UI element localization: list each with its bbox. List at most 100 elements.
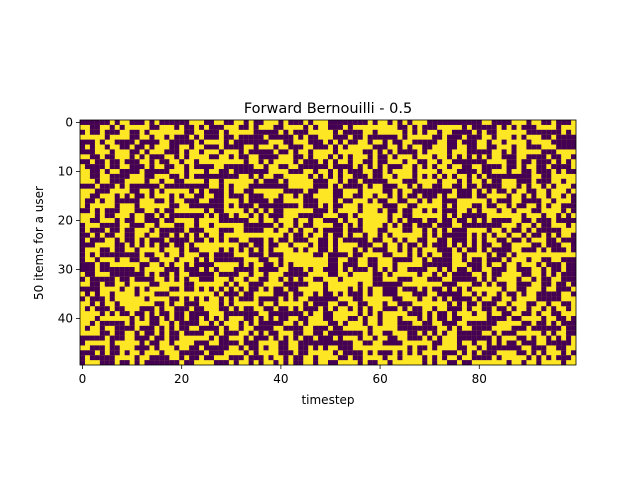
heatmap-cell [99, 222, 105, 228]
heatmap-cell [278, 276, 284, 282]
heatmap-cell [129, 134, 135, 140]
heatmap-cell [382, 139, 388, 145]
heatmap-cell [461, 252, 467, 258]
heatmap-cell [541, 227, 547, 233]
heatmap-cell [546, 193, 552, 199]
heatmap-cell [129, 213, 135, 219]
heatmap-cell [189, 330, 195, 336]
heatmap-cell [273, 296, 279, 302]
heatmap-cell [243, 306, 249, 312]
heatmap-cell [357, 286, 363, 292]
heatmap-cell [516, 183, 522, 189]
heatmap-cell [526, 271, 532, 277]
heatmap-cell [561, 360, 567, 366]
heatmap-cell [273, 183, 279, 189]
heatmap-cell [447, 164, 453, 170]
heatmap-cell [288, 350, 294, 356]
heatmap-cell [427, 276, 433, 282]
heatmap-cell [372, 237, 378, 243]
heatmap-cell [397, 124, 403, 130]
heatmap-cell [104, 360, 110, 366]
heatmap-cell [476, 335, 482, 341]
heatmap-cell [258, 227, 264, 233]
heatmap-cell [332, 232, 338, 238]
heatmap-cell [516, 227, 522, 233]
heatmap-cell [551, 267, 557, 272]
heatmap-cell [223, 257, 229, 263]
heatmap-cell [377, 149, 383, 155]
heatmap-cell [189, 355, 195, 361]
heatmap-cell [159, 330, 165, 336]
heatmap-cell [164, 291, 170, 297]
heatmap-cell [357, 335, 363, 341]
heatmap-cell [397, 149, 403, 155]
heatmap-cell [228, 218, 234, 223]
heatmap-cell [318, 301, 324, 307]
heatmap-cell [566, 335, 572, 341]
heatmap-cell [298, 271, 304, 277]
heatmap-cell [258, 139, 264, 145]
heatmap-cell [387, 306, 393, 312]
heatmap-cell [199, 330, 205, 336]
heatmap-cell [521, 164, 527, 170]
heatmap-cell [427, 218, 433, 223]
heatmap-cell [442, 237, 448, 243]
heatmap-cell [526, 257, 532, 263]
heatmap-cell [204, 134, 210, 140]
heatmap-cell [456, 218, 462, 223]
heatmap-cell [432, 286, 438, 292]
heatmap-cell [466, 129, 472, 135]
heatmap-cell [427, 188, 433, 194]
heatmap-cell [392, 296, 398, 302]
heatmap-cell [169, 335, 175, 341]
heatmap-cell [437, 311, 443, 317]
heatmap-cell [323, 316, 329, 321]
heatmap-cell [189, 227, 195, 233]
heatmap-cell [164, 218, 170, 223]
heatmap-cell [471, 213, 477, 219]
heatmap-cell [566, 203, 572, 209]
heatmap-cell [536, 154, 542, 160]
heatmap-cell [491, 232, 497, 238]
heatmap-cell [422, 164, 428, 170]
heatmap-cell [536, 159, 542, 165]
heatmap-cell [119, 169, 125, 174]
heatmap-cell [566, 144, 572, 150]
heatmap-cell [218, 306, 224, 312]
heatmap-cell [313, 124, 319, 130]
heatmap-cell [407, 203, 413, 209]
heatmap-cell [303, 316, 309, 321]
heatmap-cell [268, 213, 274, 219]
heatmap-cell [571, 134, 577, 140]
heatmap-cell [253, 355, 259, 361]
heatmap-cell [194, 262, 200, 268]
heatmap-cell [551, 330, 557, 336]
heatmap-cell [80, 340, 86, 346]
heatmap-cell [471, 134, 477, 140]
heatmap-cell [114, 350, 120, 356]
heatmap-cell [159, 237, 165, 243]
heatmap-cell [273, 129, 279, 135]
heatmap-cell [159, 350, 165, 356]
heatmap-cell [273, 311, 279, 317]
heatmap-cell [471, 232, 477, 238]
heatmap-cell [313, 188, 319, 194]
heatmap-cell [556, 325, 562, 331]
heatmap-cell [556, 311, 562, 317]
heatmap-cell [318, 325, 324, 331]
heatmap-cell [447, 149, 453, 155]
heatmap-cell [119, 325, 125, 331]
heatmap-cell [253, 237, 259, 243]
heatmap-cell [486, 149, 492, 155]
heatmap-cell [342, 262, 348, 268]
heatmap-cell [199, 286, 205, 292]
heatmap-cell [194, 203, 200, 209]
heatmap-cell [382, 247, 388, 253]
heatmap-cell [174, 120, 180, 125]
heatmap-cell [119, 306, 125, 312]
heatmap-cell [447, 247, 453, 253]
heatmap-cell [238, 203, 244, 209]
heatmap-cell [342, 355, 348, 361]
heatmap-cell [109, 232, 115, 238]
heatmap-cell [551, 311, 557, 317]
